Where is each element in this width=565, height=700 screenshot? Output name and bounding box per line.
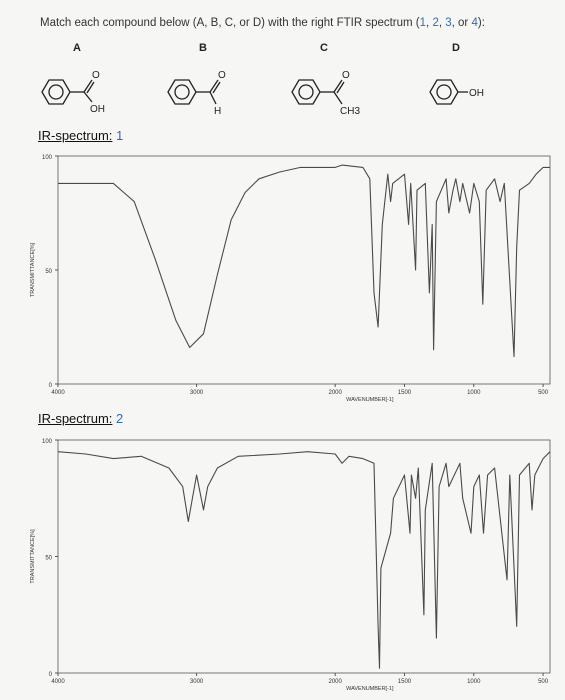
ir-spectrum-1-number: 1 <box>116 128 124 143</box>
x-tick-label: 1000 <box>467 679 481 685</box>
question-num-3: 3 <box>445 17 452 29</box>
ir-spectrum-2-number: 2 <box>116 411 124 426</box>
x-tick-label: 4000 <box>51 390 65 396</box>
structure-d <box>429 79 468 105</box>
group-b: H <box>214 106 221 117</box>
ir-spectrum-2-title: IR-spectrum: <box>38 411 113 426</box>
group-d: OH <box>469 88 484 99</box>
x-tick-label: 4000 <box>51 679 65 685</box>
structure-c <box>291 79 345 105</box>
question-num-1: 1 <box>419 17 427 29</box>
y-tick-label: 100 <box>42 155 53 161</box>
ir-spectrum-1-title: IR-spectrum: <box>38 128 113 143</box>
oxygen-a: O <box>92 70 100 81</box>
ir-spectrum-1-label: IR-spectrum: 1 <box>38 128 123 143</box>
x-tick-label: 1500 <box>398 390 412 396</box>
question-num-2: 2 <box>432 17 439 29</box>
y-tick-label: 100 <box>42 439 53 445</box>
x-tick-label: 3000 <box>190 679 204 685</box>
x-axis-title: WAVENUMBER[-1] <box>346 686 394 692</box>
question-prefix: Match each compound below (A, B, C, or D… <box>40 17 420 29</box>
spectrum-line <box>57 451 551 669</box>
x-tick-label: 500 <box>538 679 549 685</box>
y-tick-label: 50 <box>45 556 52 562</box>
oxygen-c: O <box>342 70 350 81</box>
y-axis-title: TRANSMITTANCE[%] <box>30 529 36 584</box>
structure-a <box>41 79 95 105</box>
molecule-structures: O OH O H O CH3 OH <box>0 62 565 122</box>
compound-label-d: D <box>452 42 460 54</box>
question-suffix: ): <box>477 17 485 29</box>
group-c: CH3 <box>340 106 360 117</box>
compound-label-c: C <box>320 42 328 54</box>
group-a: OH <box>90 104 105 115</box>
x-tick-label: 1500 <box>398 679 412 685</box>
x-tick-label: 3000 <box>190 390 204 396</box>
compound-labels: A B C D <box>0 42 565 56</box>
x-tick-label: 2000 <box>329 679 343 685</box>
structures-svg: O OH O H O CH3 OH <box>41 70 484 117</box>
ir-spectrum-2-chart: 100 50 0 4000 3000 2000 1500 1000 500 TRANSMITTAN… <box>22 430 558 695</box>
spectrum-line <box>58 164 550 358</box>
y-tick-label: 0 <box>49 672 53 678</box>
y-tick-label: 0 <box>49 383 53 389</box>
x-tick-label: 2000 <box>329 390 343 396</box>
plot-frame <box>57 439 551 674</box>
question-text: Match each compound below (A, B, C, or D… <box>40 17 485 29</box>
question-num-4: 4 <box>471 17 478 29</box>
ir-spectrum-1-chart: 100 50 0 4000 3000 2000 1500 1000 500 TRANSMITTAN… <box>22 146 558 406</box>
compound-label-a: A <box>73 42 81 54</box>
ir-spectrum-2-label: IR-spectrum: 2 <box>38 411 123 426</box>
compound-label-b: B <box>199 42 207 54</box>
oxygen-b: O <box>218 70 226 81</box>
structure-b <box>167 79 221 105</box>
x-tick-label: 1000 <box>467 390 481 396</box>
x-tick-label: 500 <box>538 390 549 396</box>
y-tick-label: 50 <box>45 269 52 275</box>
x-axis-title: WAVENUMBER[-1] <box>346 397 394 403</box>
y-axis-title: TRANSMITTANCE[%] <box>30 242 36 297</box>
